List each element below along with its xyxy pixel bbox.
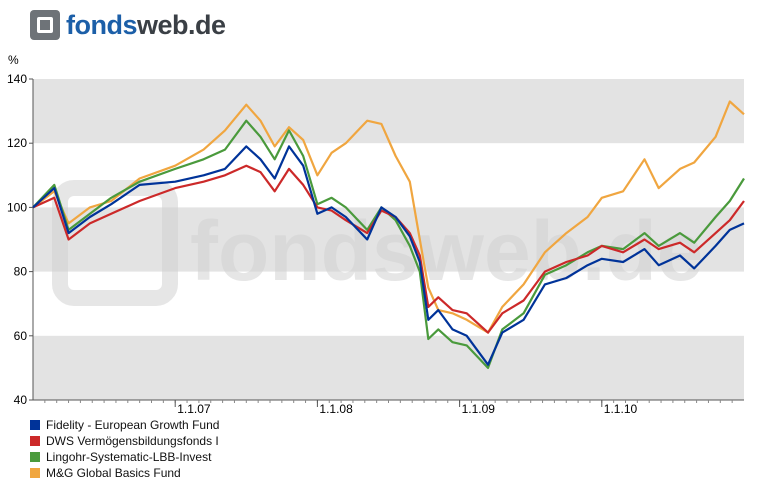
- x-tick-label: 1.1.07: [177, 402, 211, 416]
- y-tick-label: 100: [7, 200, 27, 214]
- y-tick-label: 60: [14, 329, 28, 343]
- fondsweb-logo[interactable]: fondsweb.de: [30, 9, 226, 41]
- logo-text-bold: fonds: [66, 9, 138, 40]
- y-tick-label: 80: [14, 265, 28, 279]
- legend-label: Lingohr-Systematic-LBB-Invest: [46, 450, 212, 464]
- legend-item: M&G Global Basics Fund: [30, 465, 219, 481]
- logo-icon: [30, 10, 60, 40]
- logo-text-light: web.de: [137, 9, 226, 40]
- series-line: [32, 119, 745, 369]
- logo-text: fondsweb.de: [66, 10, 226, 41]
- x-tick-label: 1.1.08: [319, 402, 353, 416]
- y-tick-label: 140: [7, 72, 27, 86]
- grid-band: [33, 335, 744, 400]
- series-line: [32, 100, 745, 334]
- legend-item: Fidelity - European Growth Fund: [30, 417, 219, 433]
- series-line: [32, 164, 745, 334]
- legend-swatch: [30, 420, 40, 430]
- legend-label: Fidelity - European Growth Fund: [46, 418, 220, 432]
- y-tick-label: 40: [14, 393, 28, 407]
- legend-swatch: [30, 452, 40, 462]
- legend-swatch: [30, 468, 40, 478]
- series-line: [32, 145, 745, 366]
- legend-label: DWS Vermögensbildungsfonds I: [46, 434, 219, 448]
- legend-swatch: [30, 436, 40, 446]
- x-tick-label: 1.1.10: [604, 402, 638, 416]
- grid-band: [33, 79, 744, 144]
- x-tick-label: 1.1.09: [462, 402, 496, 416]
- legend-item: Lingohr-Systematic-LBB-Invest: [30, 449, 219, 465]
- chart-legend: Fidelity - European Growth Fund DWS Vermö…: [30, 417, 219, 481]
- legend-item: DWS Vermögensbildungsfonds I: [30, 433, 219, 449]
- y-axis-unit-label: %: [8, 53, 19, 67]
- y-tick-label: 120: [7, 136, 27, 150]
- watermark-icon: [52, 180, 178, 306]
- legend-label: M&G Global Basics Fund: [46, 466, 181, 480]
